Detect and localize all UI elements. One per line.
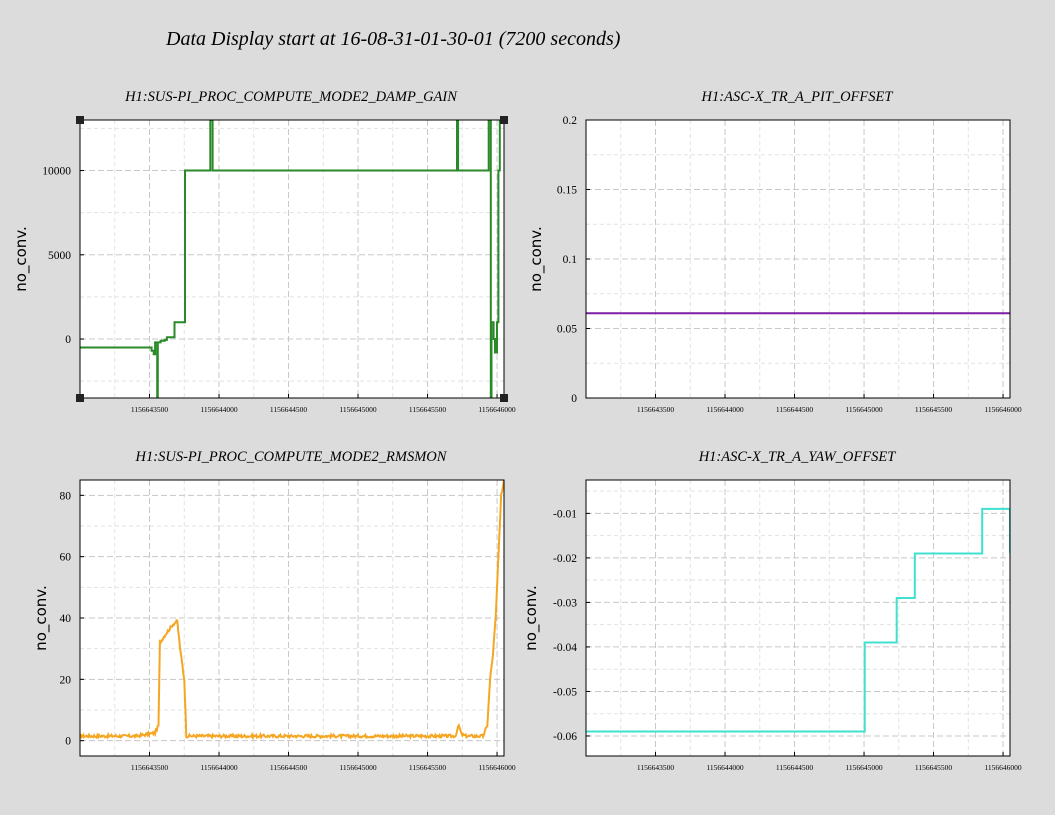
y-tick-label: 0 [65, 334, 71, 346]
y-tick-label: -0.06 [553, 731, 577, 743]
corner-handle [76, 394, 84, 402]
x-tick-label: 1156644500 [270, 405, 307, 414]
x-tick-label: 1156643500 [637, 763, 674, 772]
page-title: Data Display start at 16-08-31-01-30-01 … [166, 28, 621, 50]
x-tick-label: 1156644000 [706, 763, 743, 772]
plot-area [80, 120, 504, 398]
x-tick-label: 1156646000 [984, 763, 1021, 772]
y-tick-label: 0 [571, 393, 577, 405]
y-axis-label: no_conv. [522, 585, 541, 651]
y-tick-label: 0 [65, 736, 71, 748]
x-tick-label: 1156645000 [845, 763, 882, 772]
y-axis-label: no_conv. [12, 226, 31, 292]
y-tick-label: 0.05 [557, 324, 577, 336]
y-tick-label: 20 [60, 674, 72, 686]
corner-handle [500, 116, 508, 124]
y-tick-label: 0.1 [563, 254, 578, 266]
x-tick-label: 1156643500 [131, 405, 168, 414]
x-tick-label: 1156643500 [637, 405, 674, 414]
y-tick-label: 40 [60, 613, 72, 625]
x-tick-label: 1156644500 [270, 763, 307, 772]
x-tick-label: 1156645000 [339, 405, 376, 414]
x-tick-label: 1156643500 [131, 763, 168, 772]
x-tick-label: 1156645500 [915, 405, 952, 414]
chart-panel-3: 1156643500 1156644000 1156644500 1156645000… [32, 449, 516, 772]
x-tick-label: 1156645500 [409, 405, 446, 414]
series-line [80, 480, 504, 741]
plot-frame [585, 119, 1011, 399]
x-tick-label: 1156644500 [776, 405, 813, 414]
chart-title: H1:ASC-X_TR_A_YAW_OFFSET [698, 449, 897, 465]
y-tick-label: 80 [60, 490, 72, 502]
y-tick-label: 0.15 [557, 185, 577, 197]
y-tick-label: -0.04 [553, 642, 577, 654]
y-tick-label: 5000 [48, 250, 71, 262]
y-tick-label: -0.03 [553, 597, 577, 609]
plot-frame [79, 119, 505, 399]
x-tick-label: 1156644000 [200, 405, 237, 414]
chart-panel-1: 1156643500 1156644000 1156644500 1156645000… [12, 89, 516, 414]
chart-title: H1:SUS-PI_PROC_COMPUTE_MODE2_DAMP_GAIN [124, 89, 458, 105]
series-line [80, 120, 504, 398]
x-tick-label: 1156646000 [984, 405, 1021, 414]
x-tick-label: 1156644000 [706, 405, 743, 414]
corner-handle [76, 116, 84, 124]
series-line [586, 507, 1010, 733]
chart-title: H1:SUS-PI_PROC_COMPUTE_MODE2_RMSMON [135, 449, 448, 465]
x-tick-label: 1156645000 [339, 763, 376, 772]
x-tick-label: 1156644500 [776, 763, 813, 772]
y-tick-label: -0.05 [553, 686, 577, 698]
x-tick-label: 1156646000 [478, 763, 515, 772]
x-tick-label: 1156645500 [409, 763, 446, 772]
y-tick-label: 10000 [42, 166, 71, 178]
y-tick-label: -0.02 [553, 553, 577, 565]
chart-panel-4: 1156643500 1156644000 1156644500 1156645000… [522, 449, 1022, 772]
chart-title: H1:ASC-X_TR_A_PIT_OFFSET [701, 89, 894, 105]
x-tick-label: 1156645500 [915, 763, 952, 772]
y-tick-label: 60 [60, 552, 72, 564]
plot-frame [79, 479, 505, 757]
y-axis-label: no_conv. [527, 226, 546, 292]
corner-handle [500, 394, 508, 402]
y-tick-label: -0.01 [553, 508, 577, 520]
x-tick-label: 1156646000 [478, 405, 515, 414]
chart-panel-2: 1156643500 1156644000 1156644500 1156645000… [527, 89, 1022, 414]
plot-frame [585, 479, 1011, 757]
plot-area [586, 480, 1010, 756]
y-axis-label: no_conv. [32, 585, 51, 651]
x-tick-label: 1156645000 [845, 405, 882, 414]
x-tick-label: 1156644000 [200, 763, 237, 772]
y-tick-label: 0.2 [563, 115, 578, 127]
